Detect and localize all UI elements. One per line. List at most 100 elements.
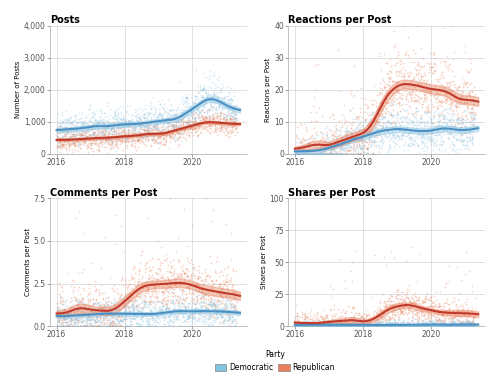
- Point: [212, 126, 220, 132]
- Point: [357, 320, 365, 326]
- Point: [148, 274, 156, 280]
- Point: [57, 140, 65, 146]
- Point: [382, 128, 390, 134]
- Point: [183, 123, 191, 130]
- Point: [402, 323, 410, 329]
- Point: [352, 323, 360, 329]
- Point: [160, 106, 168, 112]
- Point: [405, 322, 413, 328]
- Point: [302, 124, 310, 130]
- Point: [310, 150, 318, 157]
- Point: [191, 305, 199, 311]
- Point: [412, 323, 420, 329]
- Point: [222, 105, 230, 111]
- Point: [190, 265, 198, 271]
- Point: [148, 321, 156, 327]
- Point: [358, 144, 366, 150]
- Point: [300, 150, 308, 157]
- Point: [160, 322, 168, 328]
- Point: [332, 150, 340, 157]
- Point: [88, 119, 96, 125]
- Point: [133, 282, 141, 288]
- Point: [322, 150, 330, 157]
- Point: [398, 126, 406, 132]
- Point: [158, 289, 166, 295]
- Point: [320, 321, 328, 327]
- Point: [206, 273, 214, 279]
- Point: [173, 306, 181, 312]
- Point: [202, 123, 210, 129]
- Point: [362, 110, 370, 116]
- Point: [112, 110, 120, 116]
- Point: [470, 115, 478, 122]
- Point: [100, 132, 108, 138]
- Point: [342, 134, 350, 140]
- Point: [302, 150, 310, 157]
- Point: [211, 120, 219, 126]
- Point: [351, 320, 359, 326]
- Point: [420, 96, 428, 102]
- Point: [54, 143, 62, 149]
- Point: [59, 133, 67, 139]
- Point: [388, 319, 396, 325]
- Point: [368, 150, 376, 157]
- Point: [390, 28, 398, 34]
- Point: [200, 102, 208, 109]
- Point: [380, 133, 388, 139]
- Point: [64, 129, 72, 135]
- Point: [332, 323, 340, 329]
- Point: [436, 81, 444, 87]
- Point: [152, 131, 160, 137]
- Point: [88, 136, 96, 142]
- Point: [392, 83, 400, 89]
- Point: [155, 306, 163, 312]
- Point: [304, 150, 312, 157]
- Point: [228, 312, 236, 319]
- Point: [59, 316, 67, 322]
- Point: [426, 323, 434, 329]
- Point: [459, 93, 467, 99]
- Point: [155, 127, 163, 133]
- Point: [376, 133, 384, 139]
- Point: [372, 320, 380, 327]
- Point: [94, 146, 102, 152]
- Point: [132, 127, 140, 133]
- Point: [152, 115, 160, 121]
- Point: [372, 315, 380, 321]
- Point: [231, 323, 239, 329]
- Point: [462, 319, 470, 325]
- Point: [162, 138, 170, 144]
- Point: [354, 312, 362, 319]
- Point: [59, 135, 67, 141]
- Point: [131, 106, 139, 112]
- Point: [470, 311, 478, 317]
- Point: [134, 129, 142, 135]
- Point: [298, 139, 306, 145]
- Point: [322, 323, 330, 329]
- Point: [377, 139, 385, 145]
- Point: [304, 323, 312, 329]
- Point: [330, 322, 338, 328]
- Point: [164, 268, 172, 274]
- Point: [85, 137, 93, 143]
- Point: [172, 135, 180, 141]
- Point: [202, 86, 210, 93]
- Point: [172, 315, 180, 322]
- Point: [362, 323, 370, 329]
- Point: [390, 78, 398, 84]
- Point: [226, 279, 234, 285]
- Point: [121, 323, 129, 329]
- Point: [352, 320, 360, 326]
- Point: [320, 323, 328, 329]
- Point: [441, 112, 449, 118]
- Point: [366, 141, 374, 147]
- Point: [159, 296, 167, 302]
- Point: [350, 320, 358, 327]
- Point: [380, 253, 388, 259]
- Point: [138, 138, 146, 144]
- Point: [430, 319, 438, 325]
- Point: [54, 309, 62, 315]
- Point: [380, 102, 388, 109]
- Point: [313, 323, 321, 329]
- Point: [73, 138, 81, 144]
